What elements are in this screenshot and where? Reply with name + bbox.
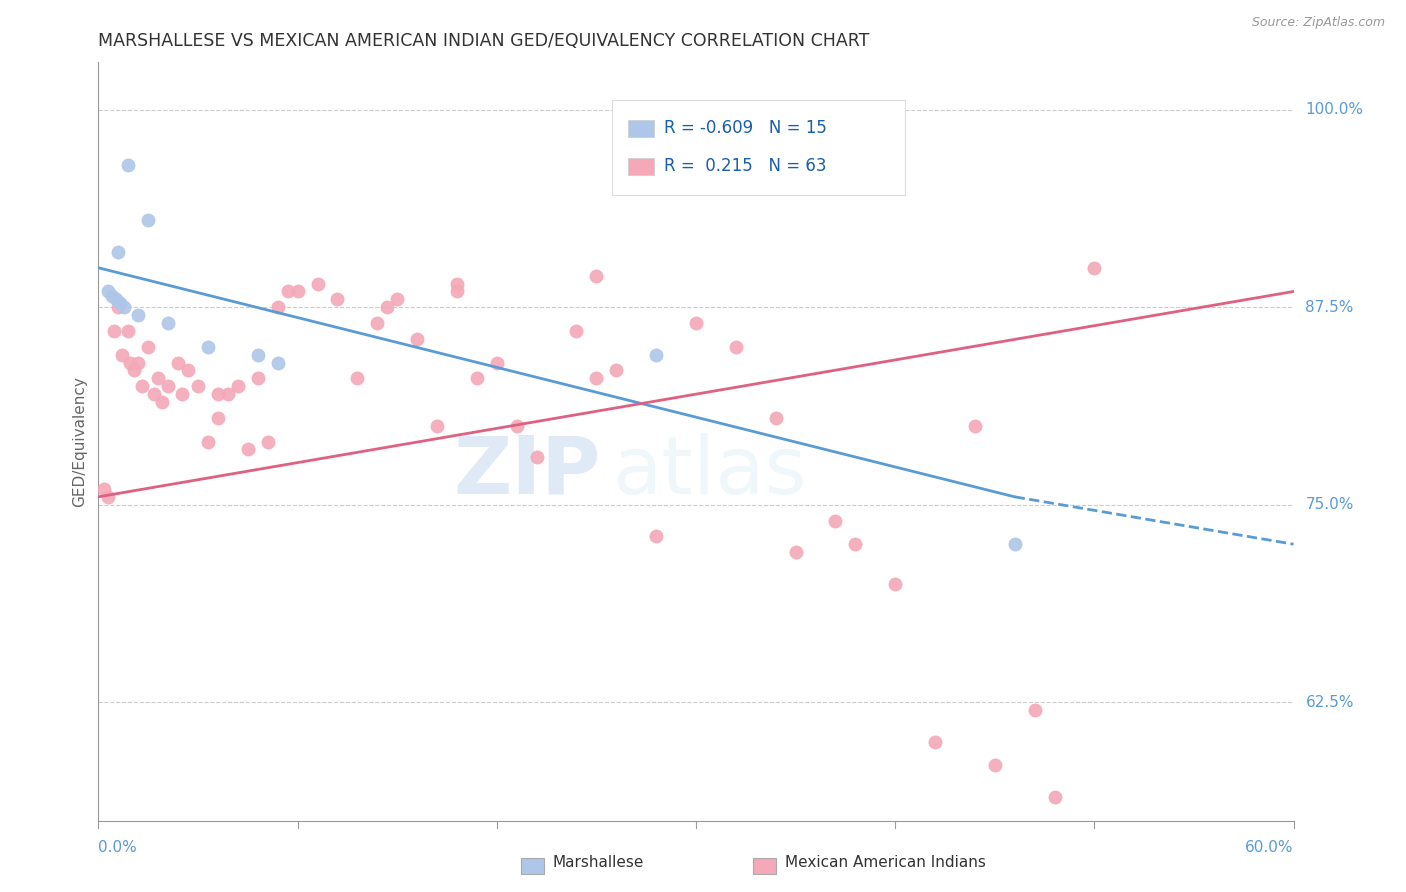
Text: 0.0%: 0.0%	[98, 839, 138, 855]
Point	[326, 293, 349, 307]
Point	[127, 308, 149, 322]
Point	[256, 434, 278, 449]
Text: atlas: atlas	[613, 433, 807, 511]
Point	[626, 142, 648, 156]
Y-axis label: GED/Equivalency: GED/Equivalency	[72, 376, 87, 507]
Point	[207, 387, 229, 401]
Text: R = -0.609   N = 15: R = -0.609 N = 15	[664, 120, 827, 137]
Point	[884, 576, 907, 591]
Point	[143, 387, 166, 401]
Point	[406, 332, 429, 346]
Point	[107, 300, 129, 314]
Point	[287, 285, 309, 299]
Point	[172, 387, 194, 401]
Point	[110, 295, 132, 310]
Bar	[754, 858, 776, 874]
Text: Source: ZipAtlas.com: Source: ZipAtlas.com	[1251, 16, 1385, 29]
Point	[1083, 260, 1105, 275]
Point	[277, 285, 299, 299]
Point	[1024, 703, 1046, 717]
Point	[526, 450, 548, 465]
Point	[765, 410, 787, 425]
Point	[844, 537, 866, 551]
Point	[724, 340, 747, 354]
Bar	[628, 120, 654, 136]
Point	[984, 758, 1007, 772]
Point	[385, 293, 409, 307]
Point	[127, 355, 149, 369]
Point	[136, 340, 159, 354]
Point	[605, 363, 627, 377]
Point	[207, 410, 229, 425]
Point	[226, 379, 249, 393]
Point	[124, 363, 146, 377]
Point	[685, 316, 707, 330]
Point	[148, 371, 170, 385]
Point	[924, 734, 946, 748]
Point	[197, 434, 219, 449]
Bar	[628, 158, 654, 175]
Text: 62.5%: 62.5%	[1306, 695, 1354, 710]
Point	[963, 418, 986, 433]
Bar	[522, 858, 544, 874]
Point	[246, 348, 269, 362]
Point	[197, 340, 219, 354]
Text: 75.0%: 75.0%	[1306, 497, 1354, 512]
Point	[346, 371, 368, 385]
Text: R =  0.215   N = 63: R = 0.215 N = 63	[664, 157, 827, 176]
Point	[117, 158, 139, 172]
Point	[267, 355, 290, 369]
Point	[111, 348, 134, 362]
Text: ZIP: ZIP	[453, 433, 600, 511]
Point	[506, 418, 529, 433]
Point	[101, 289, 124, 303]
Point	[97, 490, 120, 504]
Point	[585, 268, 607, 283]
Point	[217, 387, 239, 401]
Point	[157, 379, 180, 393]
Point	[824, 514, 846, 528]
Point	[645, 529, 668, 543]
Text: Marshallese: Marshallese	[553, 855, 644, 870]
Point	[103, 324, 125, 338]
Point	[465, 371, 488, 385]
Point	[565, 324, 588, 338]
Point	[157, 316, 180, 330]
Point	[236, 442, 259, 457]
Point	[785, 545, 807, 559]
Point	[375, 300, 398, 314]
Point	[1043, 789, 1066, 804]
Text: 60.0%: 60.0%	[1246, 839, 1294, 855]
Point	[366, 316, 388, 330]
Point	[117, 324, 139, 338]
Point	[446, 277, 468, 291]
Point	[150, 395, 173, 409]
Point	[120, 355, 142, 369]
Point	[97, 285, 120, 299]
Point	[131, 379, 153, 393]
Point	[307, 277, 329, 291]
Point	[446, 285, 468, 299]
Point	[187, 379, 209, 393]
Point	[112, 300, 135, 314]
Point	[645, 348, 668, 362]
Point	[177, 363, 200, 377]
FancyBboxPatch shape	[613, 101, 905, 195]
Point	[426, 418, 449, 433]
Text: MARSHALLESE VS MEXICAN AMERICAN INDIAN GED/EQUIVALENCY CORRELATION CHART: MARSHALLESE VS MEXICAN AMERICAN INDIAN G…	[98, 32, 870, 50]
Point	[246, 371, 269, 385]
Point	[136, 213, 159, 227]
Point	[267, 300, 290, 314]
Point	[485, 355, 508, 369]
Point	[1004, 537, 1026, 551]
Point	[105, 293, 128, 307]
Point	[585, 371, 607, 385]
Point	[167, 355, 190, 369]
Text: 100.0%: 100.0%	[1306, 103, 1364, 118]
Text: 87.5%: 87.5%	[1306, 300, 1354, 315]
Text: Mexican American Indians: Mexican American Indians	[785, 855, 986, 870]
Point	[107, 244, 129, 259]
Point	[93, 482, 115, 496]
